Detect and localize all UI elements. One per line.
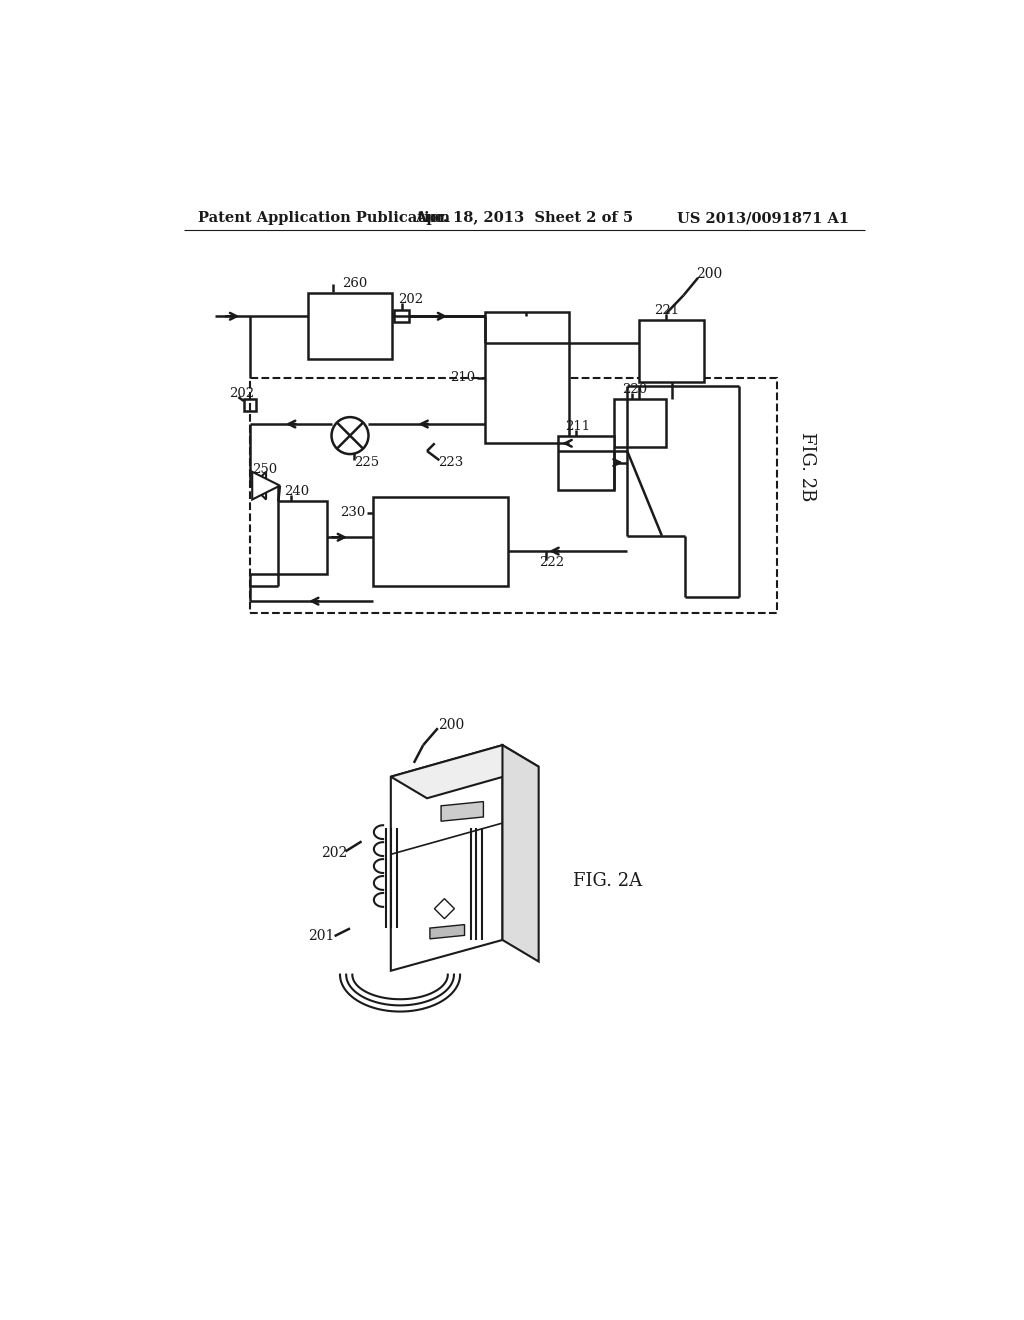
Bar: [244, 399, 256, 411]
Polygon shape: [252, 471, 280, 499]
Text: 221: 221: [654, 304, 679, 317]
Text: FIG. 2A: FIG. 2A: [573, 871, 642, 890]
Text: 201: 201: [307, 929, 334, 942]
Bar: [484, 313, 569, 444]
Polygon shape: [441, 801, 483, 821]
Circle shape: [332, 417, 369, 454]
Bar: [639, 321, 705, 381]
Text: 202: 202: [322, 846, 348, 859]
Text: Apr. 18, 2013  Sheet 2 of 5: Apr. 18, 2013 Sheet 2 of 5: [416, 211, 634, 226]
Text: 222: 222: [539, 556, 564, 569]
Text: 202: 202: [229, 387, 254, 400]
Polygon shape: [391, 744, 503, 970]
Text: 250: 250: [252, 463, 278, 477]
Text: US 2013/0091871 A1: US 2013/0091871 A1: [677, 211, 849, 226]
Bar: [373, 498, 508, 586]
Bar: [558, 436, 614, 490]
Text: 240: 240: [285, 484, 309, 498]
Bar: [614, 399, 666, 447]
Bar: [394, 310, 410, 322]
Bar: [250, 378, 777, 612]
Text: 223: 223: [438, 455, 464, 469]
Polygon shape: [252, 471, 266, 499]
Polygon shape: [430, 924, 465, 939]
Text: Patent Application Publication: Patent Application Publication: [199, 211, 451, 226]
Text: 225: 225: [354, 455, 379, 469]
Bar: [307, 293, 392, 359]
Text: 260: 260: [342, 277, 368, 290]
Polygon shape: [503, 744, 539, 961]
Polygon shape: [391, 744, 539, 799]
Text: 200: 200: [438, 718, 465, 733]
Text: FIG. 2B: FIG. 2B: [798, 432, 816, 502]
Text: 211: 211: [565, 420, 591, 433]
Polygon shape: [434, 899, 455, 919]
Text: 200: 200: [696, 267, 723, 281]
Text: 202: 202: [398, 293, 424, 306]
Text: 230: 230: [340, 506, 366, 519]
Bar: [279, 502, 327, 574]
Text: 220: 220: [622, 383, 647, 396]
Text: 210: 210: [451, 371, 475, 384]
